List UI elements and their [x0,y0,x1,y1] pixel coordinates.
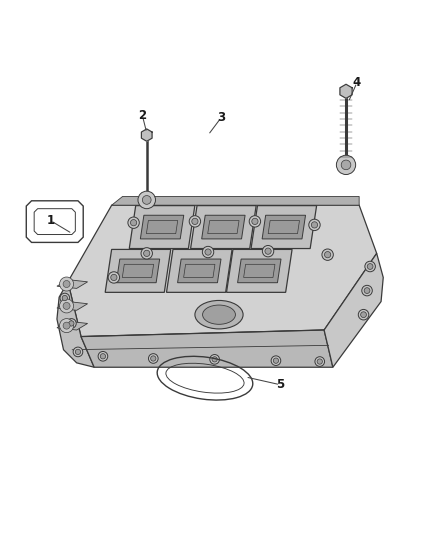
Polygon shape [146,221,178,233]
Polygon shape [112,197,359,205]
Polygon shape [237,259,281,282]
Circle shape [364,288,370,294]
Polygon shape [68,205,377,336]
Polygon shape [116,259,160,282]
Polygon shape [208,221,239,233]
Polygon shape [226,249,292,292]
Circle shape [317,359,322,364]
Circle shape [131,220,137,226]
Circle shape [75,349,81,354]
Polygon shape [122,264,154,278]
Circle shape [63,322,70,329]
Circle shape [60,299,74,313]
Polygon shape [340,84,352,98]
Circle shape [128,217,139,229]
Circle shape [63,302,70,310]
Polygon shape [81,330,333,367]
Text: 2: 2 [138,109,146,122]
Circle shape [322,249,333,260]
Circle shape [315,357,325,366]
Circle shape [73,347,83,357]
Circle shape [148,354,158,364]
Circle shape [358,310,369,320]
Circle shape [111,274,117,280]
Circle shape [325,252,331,258]
Polygon shape [191,206,256,248]
Circle shape [365,261,375,272]
Circle shape [108,272,120,283]
Circle shape [341,160,351,169]
Circle shape [309,219,320,231]
Polygon shape [251,206,317,248]
Circle shape [138,191,155,209]
Circle shape [69,321,74,326]
Polygon shape [140,215,184,239]
Circle shape [63,280,70,287]
Polygon shape [201,215,245,239]
Polygon shape [177,259,221,282]
Circle shape [271,356,281,366]
Circle shape [265,248,271,254]
Polygon shape [244,264,275,278]
Circle shape [210,354,219,364]
Polygon shape [129,206,195,248]
Circle shape [192,218,198,224]
Text: 4: 4 [353,76,361,89]
Text: 3: 3 [217,111,225,124]
Circle shape [60,319,74,333]
Circle shape [252,218,258,224]
Polygon shape [141,129,152,141]
Polygon shape [268,221,300,233]
Circle shape [60,277,74,291]
Circle shape [62,295,67,301]
Polygon shape [57,302,88,310]
Circle shape [98,351,108,361]
Circle shape [212,357,217,362]
Circle shape [249,216,261,227]
Polygon shape [57,280,88,288]
Text: 5: 5 [276,378,284,391]
Text: 1: 1 [46,214,54,227]
Circle shape [141,248,152,259]
Circle shape [151,356,156,361]
Ellipse shape [195,301,243,329]
Circle shape [142,196,151,204]
Circle shape [205,249,211,255]
Polygon shape [184,264,215,278]
Circle shape [362,285,372,296]
Circle shape [100,353,106,359]
Circle shape [360,312,367,318]
Circle shape [144,250,150,256]
Polygon shape [57,282,94,367]
Circle shape [202,246,214,258]
Circle shape [189,216,201,227]
Circle shape [262,246,274,257]
Ellipse shape [202,305,236,324]
Polygon shape [57,321,88,330]
Polygon shape [324,253,383,367]
Circle shape [367,264,373,269]
Polygon shape [105,249,171,292]
Circle shape [67,319,76,328]
Polygon shape [262,215,306,239]
Polygon shape [166,249,232,292]
Circle shape [336,155,356,174]
Circle shape [60,293,70,303]
Circle shape [273,358,279,364]
Circle shape [311,222,318,228]
